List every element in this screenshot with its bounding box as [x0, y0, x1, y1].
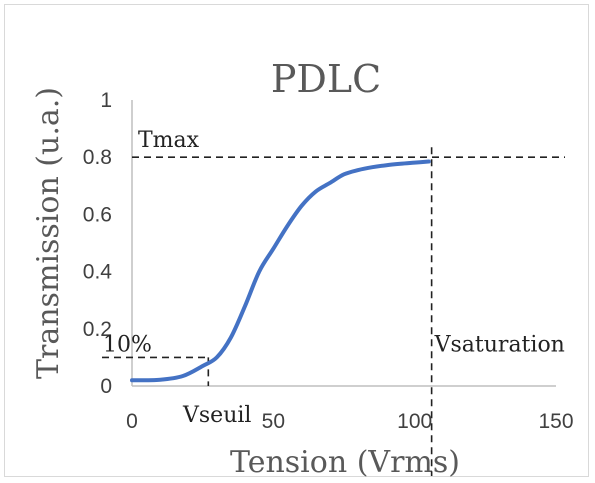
x-tick-label: 0: [126, 410, 138, 433]
x-tick-labels: 0 50 100 150: [126, 410, 573, 433]
x-axis-label: Tension (Vrms): [230, 445, 460, 480]
x-tick-label: 50: [262, 410, 285, 433]
chart-title: PDLC: [271, 57, 381, 101]
ten-percent-label: 10%: [103, 332, 152, 357]
y-axis-label: Transmission (u.a.): [31, 87, 66, 379]
x-tick-label: 150: [538, 410, 573, 433]
x-tick-label: 100: [397, 410, 432, 433]
tmax-label: Tmax: [138, 128, 200, 153]
y-tick-labels: 0 0.2 0.4 0.6 0.8 1: [83, 89, 113, 398]
y-tick-label: 1: [100, 89, 112, 112]
y-tick-label: 0: [100, 375, 112, 398]
vseuil-label: Vseuil: [182, 403, 251, 428]
annotation-layer: Tmax 10% Vseuil Vsaturation: [103, 128, 565, 428]
y-tick-label: 0.2: [83, 318, 112, 341]
vsaturation-label: Vsaturation: [434, 332, 565, 357]
y-tick-label: 0.8: [83, 146, 112, 169]
y-tick-label: 0.4: [83, 261, 113, 284]
transmission-curve: [130, 159, 431, 383]
y-tick-label: 0.6: [83, 203, 112, 226]
series-layer: [130, 159, 431, 383]
guide-lines: [102, 147, 565, 476]
chart-frame: [4, 4, 589, 477]
